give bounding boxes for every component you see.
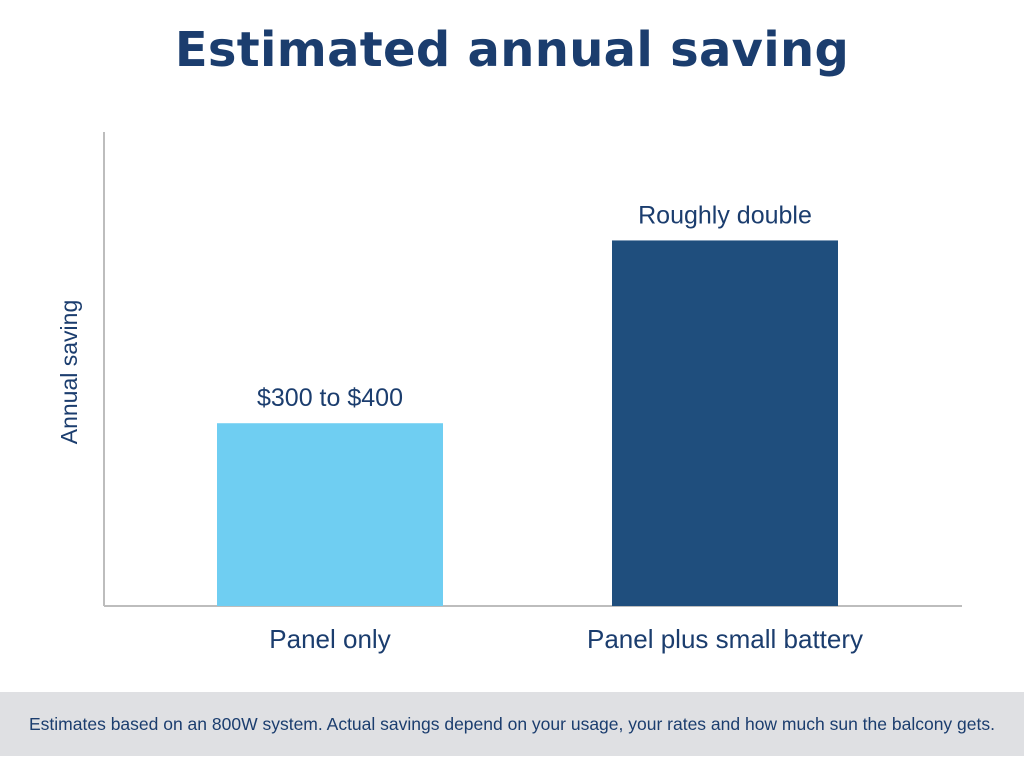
- x-tick-label: Panel plus small battery: [587, 624, 863, 654]
- data-label: Roughly double: [638, 201, 812, 229]
- x-tick-label: Panel only: [269, 624, 390, 654]
- data-label: $300 to $400: [257, 384, 403, 412]
- chart-title: Estimated annual saving: [174, 22, 850, 78]
- bar-panel-plus-battery: [612, 240, 838, 606]
- footnote-band: Estimates based on an 800W system. Actua…: [0, 692, 1024, 756]
- bar-chart: Annual saving $300 to $400 Panel only Rough…: [56, 132, 962, 654]
- bar-panel-only: [217, 423, 443, 606]
- y-axis-label: Annual saving: [56, 300, 82, 445]
- footnote-text: Estimates based on an 800W system. Actua…: [29, 713, 995, 734]
